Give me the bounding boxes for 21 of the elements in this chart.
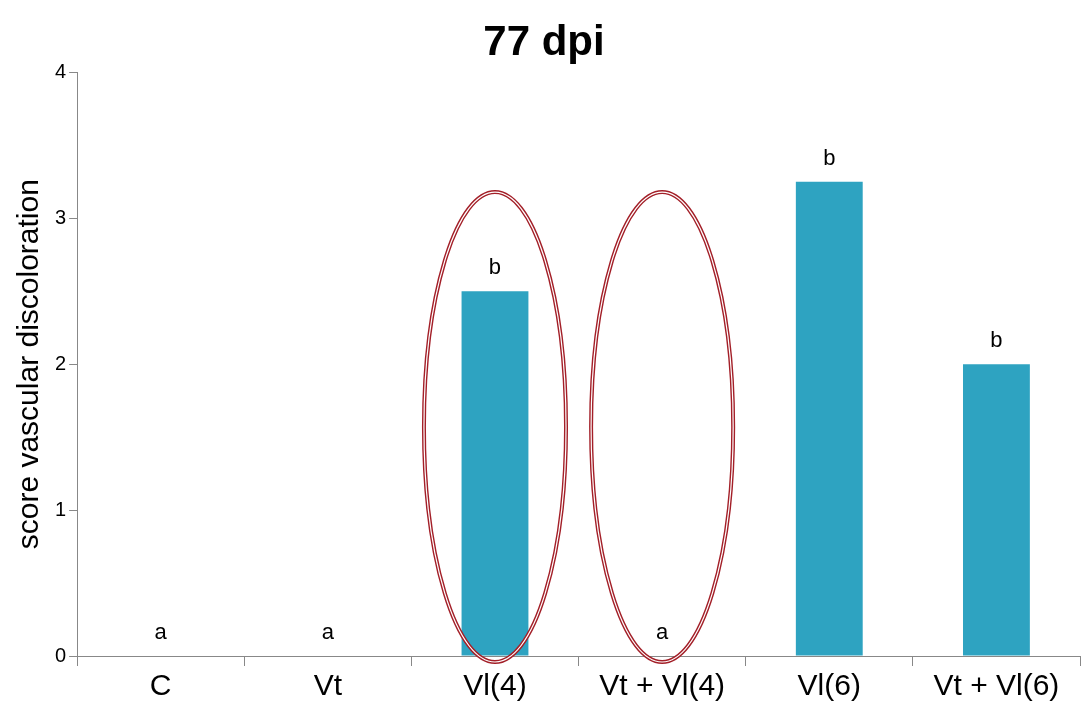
x-tick-label: Vt [313, 668, 343, 702]
data-label: a [154, 619, 168, 645]
data-label: b [823, 144, 836, 170]
x-tick-label: Vl(4) [463, 668, 527, 702]
x-tick-label: Vt + Vl(4) [599, 668, 726, 702]
y-tick-label: 0 [55, 643, 67, 666]
y-axis-title: score vascular discoloration [11, 179, 45, 550]
y-tick-label: 2 [55, 351, 67, 374]
data-label: a [321, 619, 335, 645]
y-tick-label: 4 [55, 59, 67, 82]
y-tick-label: 1 [55, 497, 67, 520]
data-label: b [990, 327, 1003, 353]
bar [795, 181, 863, 656]
x-tick-label: Vl(6) [797, 668, 861, 702]
chart-title: 77 dpi [483, 16, 605, 64]
x-tick-label: C [149, 668, 172, 702]
y-tick-label: 3 [55, 205, 67, 228]
x-tick-label: Vt + Vl(6) [933, 668, 1060, 702]
data-label: a [656, 619, 670, 645]
data-label: b [488, 254, 502, 280]
bar [963, 364, 1030, 656]
